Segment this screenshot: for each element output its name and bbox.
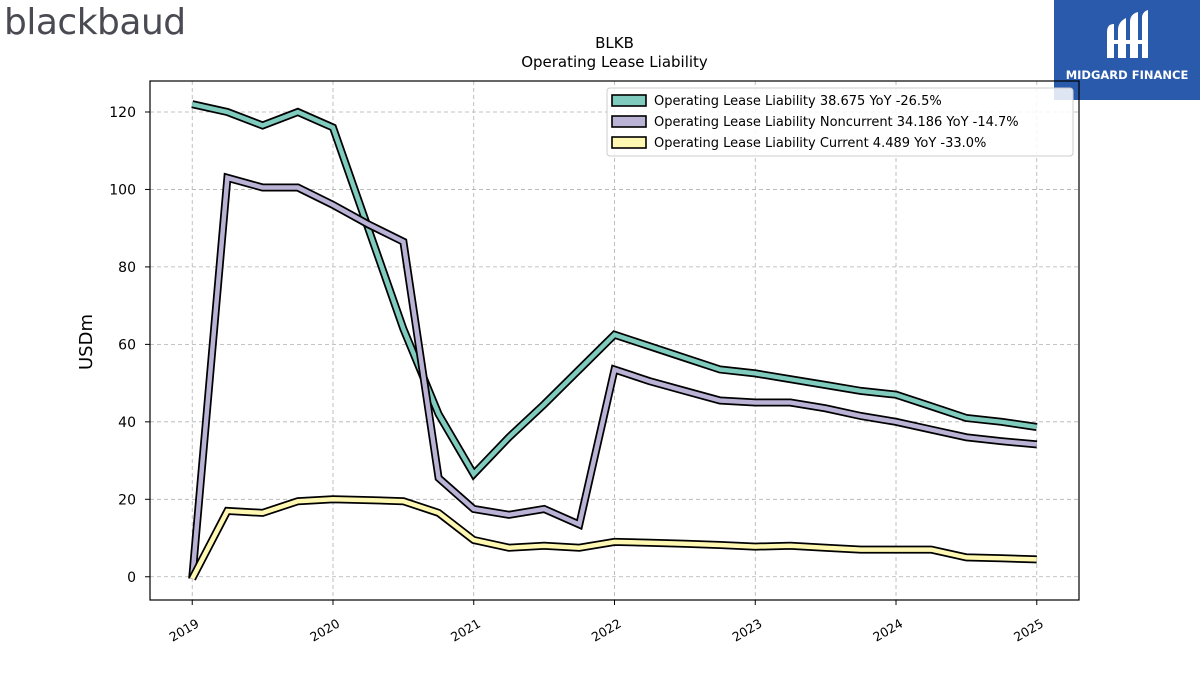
x-tick-label: 2020	[307, 616, 342, 645]
series-2	[188, 495, 1037, 581]
legend-swatch	[611, 115, 647, 128]
y-tick-label: 100	[109, 182, 136, 198]
blackbaud-logo-text: blackbaud	[4, 2, 186, 43]
x-tick-label: 2025	[1011, 616, 1046, 645]
y-tick-label: 40	[118, 415, 136, 431]
x-axis: 2019 2020 2021 2022 2023 2024 2025	[166, 600, 1046, 645]
y-tick-label: 0	[127, 570, 136, 586]
midgard-logo-text: MIDGARD FINANCE	[1065, 68, 1189, 82]
series-1	[188, 172, 1038, 580]
midgard-logo-background	[1054, 0, 1200, 100]
y-tick-label: 60	[118, 337, 136, 353]
chart-subtitle: Operating Lease Liability	[521, 53, 708, 71]
midgard-logo-glyph	[1107, 10, 1148, 58]
legend: Operating Lease Liability 38.675 YoY -26…	[606, 87, 1074, 157]
legend-label: Operating Lease Liability 38.675 YoY -26…	[654, 94, 942, 109]
midgard-finance-logo: MIDGARD FINANCE	[1054, 0, 1200, 100]
y-axis: 0 20 40 60 80 100 120	[109, 105, 150, 586]
legend-label: Operating Lease Liability Current 4.489 …	[654, 136, 986, 151]
y-axis-label: USDm	[76, 314, 97, 370]
midgard-logo-mark	[1054, 0, 1200, 100]
x-tick-label: 2019	[166, 616, 201, 645]
legend-swatch	[611, 94, 647, 107]
grid	[150, 81, 1079, 600]
series-line	[190, 497, 1037, 580]
series-layer	[188, 100, 1038, 581]
x-tick-label: 2023	[729, 616, 764, 645]
chart-title: BLKB	[595, 34, 634, 52]
blackbaud-logo: blackbaud	[4, 2, 186, 43]
legend-box	[606, 87, 1074, 157]
y-tick-label: 120	[109, 105, 136, 121]
series-0	[191, 100, 1038, 481]
legend-label: Operating Lease Liability Noncurrent 34.…	[654, 115, 1019, 130]
series-line	[189, 174, 1038, 579]
x-tick-label: 2021	[448, 616, 483, 645]
y-tick-label: 80	[118, 260, 136, 276]
series-line	[191, 102, 1038, 478]
legend-swatch	[611, 136, 647, 149]
x-tick-label: 2024	[870, 616, 905, 645]
y-tick-label: 20	[118, 492, 136, 508]
x-tick-label: 2022	[589, 616, 624, 645]
